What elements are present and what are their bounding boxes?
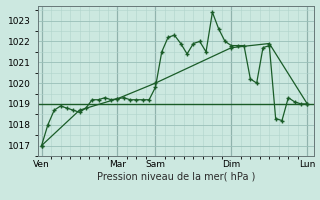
- X-axis label: Pression niveau de la mer( hPa ): Pression niveau de la mer( hPa ): [97, 172, 255, 182]
